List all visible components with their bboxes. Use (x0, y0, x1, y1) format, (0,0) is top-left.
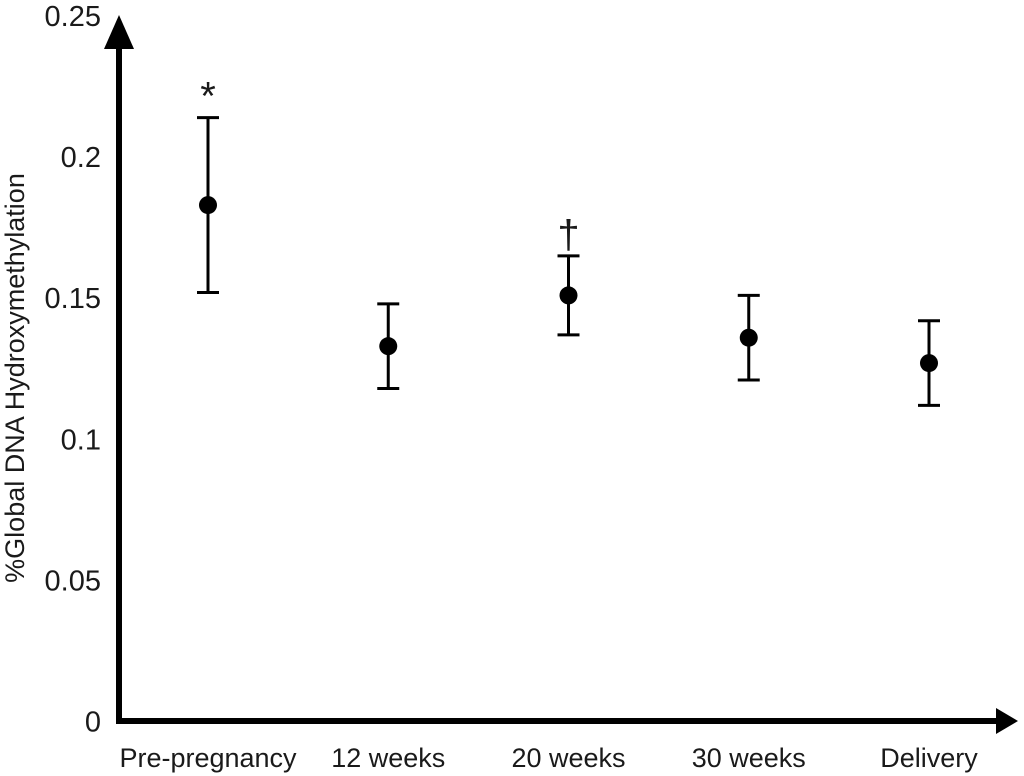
data-point (920, 354, 938, 373)
y-tick-label: 0.05 (45, 565, 101, 597)
y-axis-title: %Global DNA Hydroxymethylation (0, 173, 30, 583)
x-category-label: 30 weeks (692, 743, 806, 773)
axes (104, 15, 1018, 734)
data-point (199, 196, 217, 215)
y-tick-label: 0.15 (45, 283, 101, 315)
x-category-label: Pre-pregnancy (119, 743, 297, 773)
data-point (559, 286, 578, 305)
y-tick-label: 0 (85, 707, 101, 739)
y-tick-labels: 0 0.05 0.1 0.15 0.2 0.25 (45, 1, 101, 739)
y-tick-label: 0.25 (45, 1, 101, 33)
annotations: *† (200, 75, 579, 257)
x-category-label: 12 weeks (331, 743, 445, 773)
y-tick-label: 0.2 (61, 142, 101, 174)
x-axis-arrow-icon (996, 708, 1018, 734)
significance-marker: * (200, 75, 216, 119)
y-axis-arrow-icon (104, 15, 134, 49)
x-category-label: 20 weeks (511, 743, 625, 773)
data-series (197, 116, 940, 407)
y-tick-label: 0.1 (61, 424, 101, 456)
x-category-labels: Pre-pregnancy 12 weeks 20 weeks 30 weeks Del… (119, 743, 978, 773)
significance-marker: † (557, 213, 579, 257)
data-point (379, 337, 398, 356)
x-category-label: Delivery (880, 743, 978, 773)
data-point (739, 328, 758, 347)
